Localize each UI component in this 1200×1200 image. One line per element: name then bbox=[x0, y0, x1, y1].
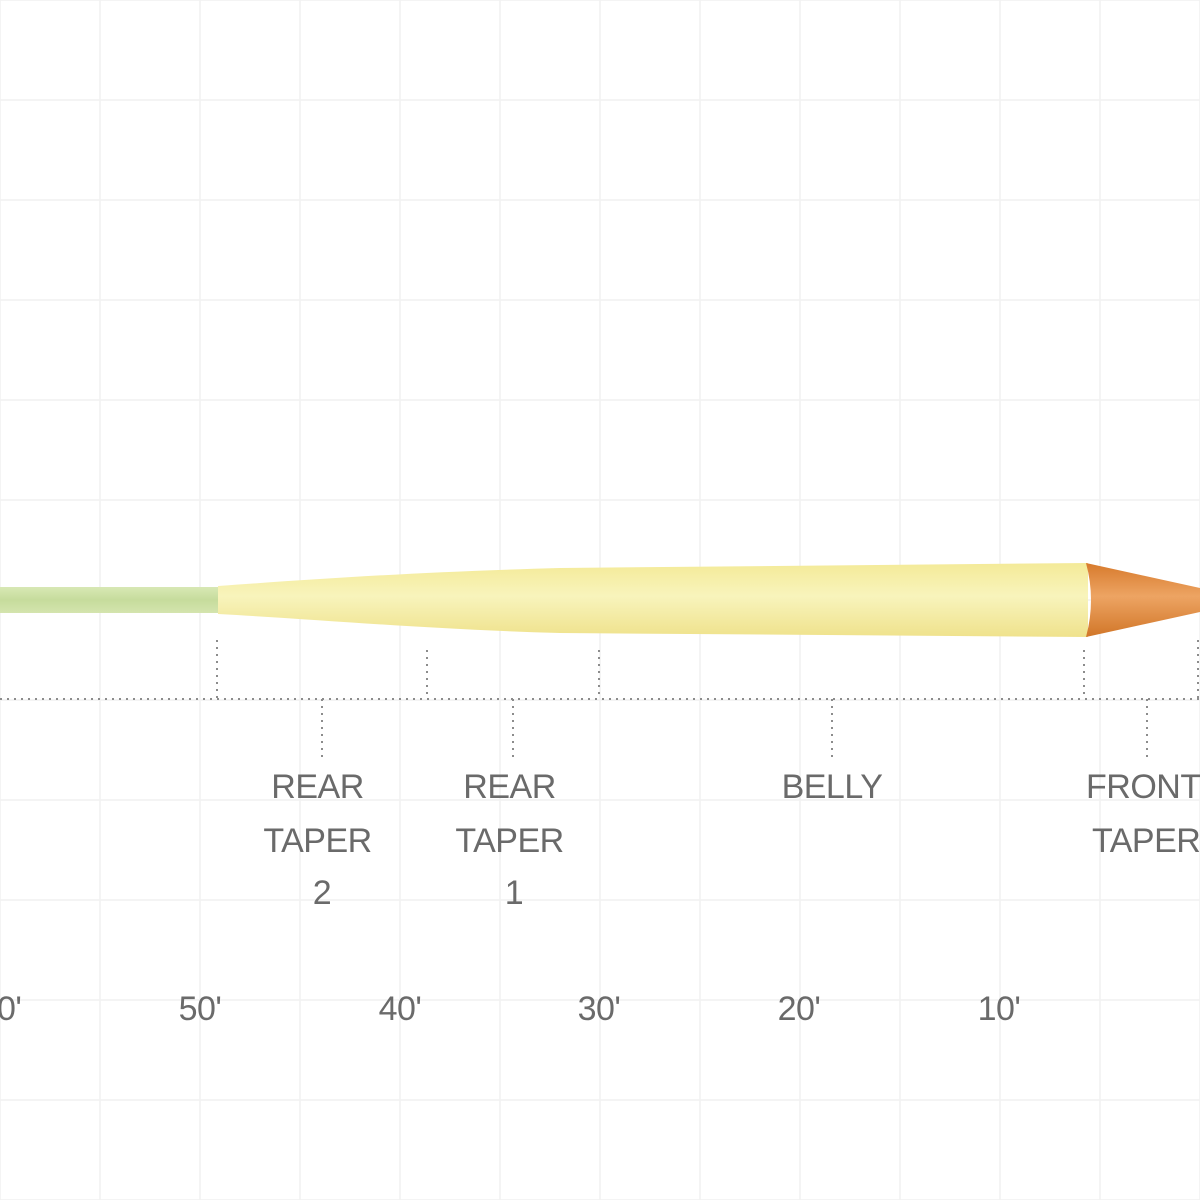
distance-axis: 0' 10' 20' 30' 40' 50' 60' bbox=[0, 990, 1021, 1028]
front-taper-label: FRONT TAPER bbox=[1086, 768, 1200, 860]
rear-taper-2-label: REAR TAPER 2 bbox=[263, 768, 380, 912]
axis-tick-label: 40' bbox=[379, 990, 422, 1028]
running-line bbox=[0, 587, 222, 613]
fly-line-profile bbox=[0, 563, 1200, 637]
axis-tick-label: 30' bbox=[578, 990, 621, 1028]
belly-label: BELLY bbox=[782, 768, 883, 806]
segment-guides bbox=[0, 640, 1200, 760]
rear-taper-1-label: REAR TAPER 1 bbox=[455, 768, 572, 912]
axis-tick-label: 10' bbox=[978, 990, 1021, 1028]
line-head bbox=[218, 563, 1088, 637]
axis-tick-label: 60' bbox=[0, 990, 21, 1028]
axis-tick-label: 50' bbox=[179, 990, 222, 1028]
axis-tick-label: 20' bbox=[778, 990, 821, 1028]
segment-labels: REAR TAPER 2 REAR TAPER 1 BELLY FRONT TA… bbox=[263, 768, 1200, 912]
front-taper-tip bbox=[1086, 563, 1200, 637]
